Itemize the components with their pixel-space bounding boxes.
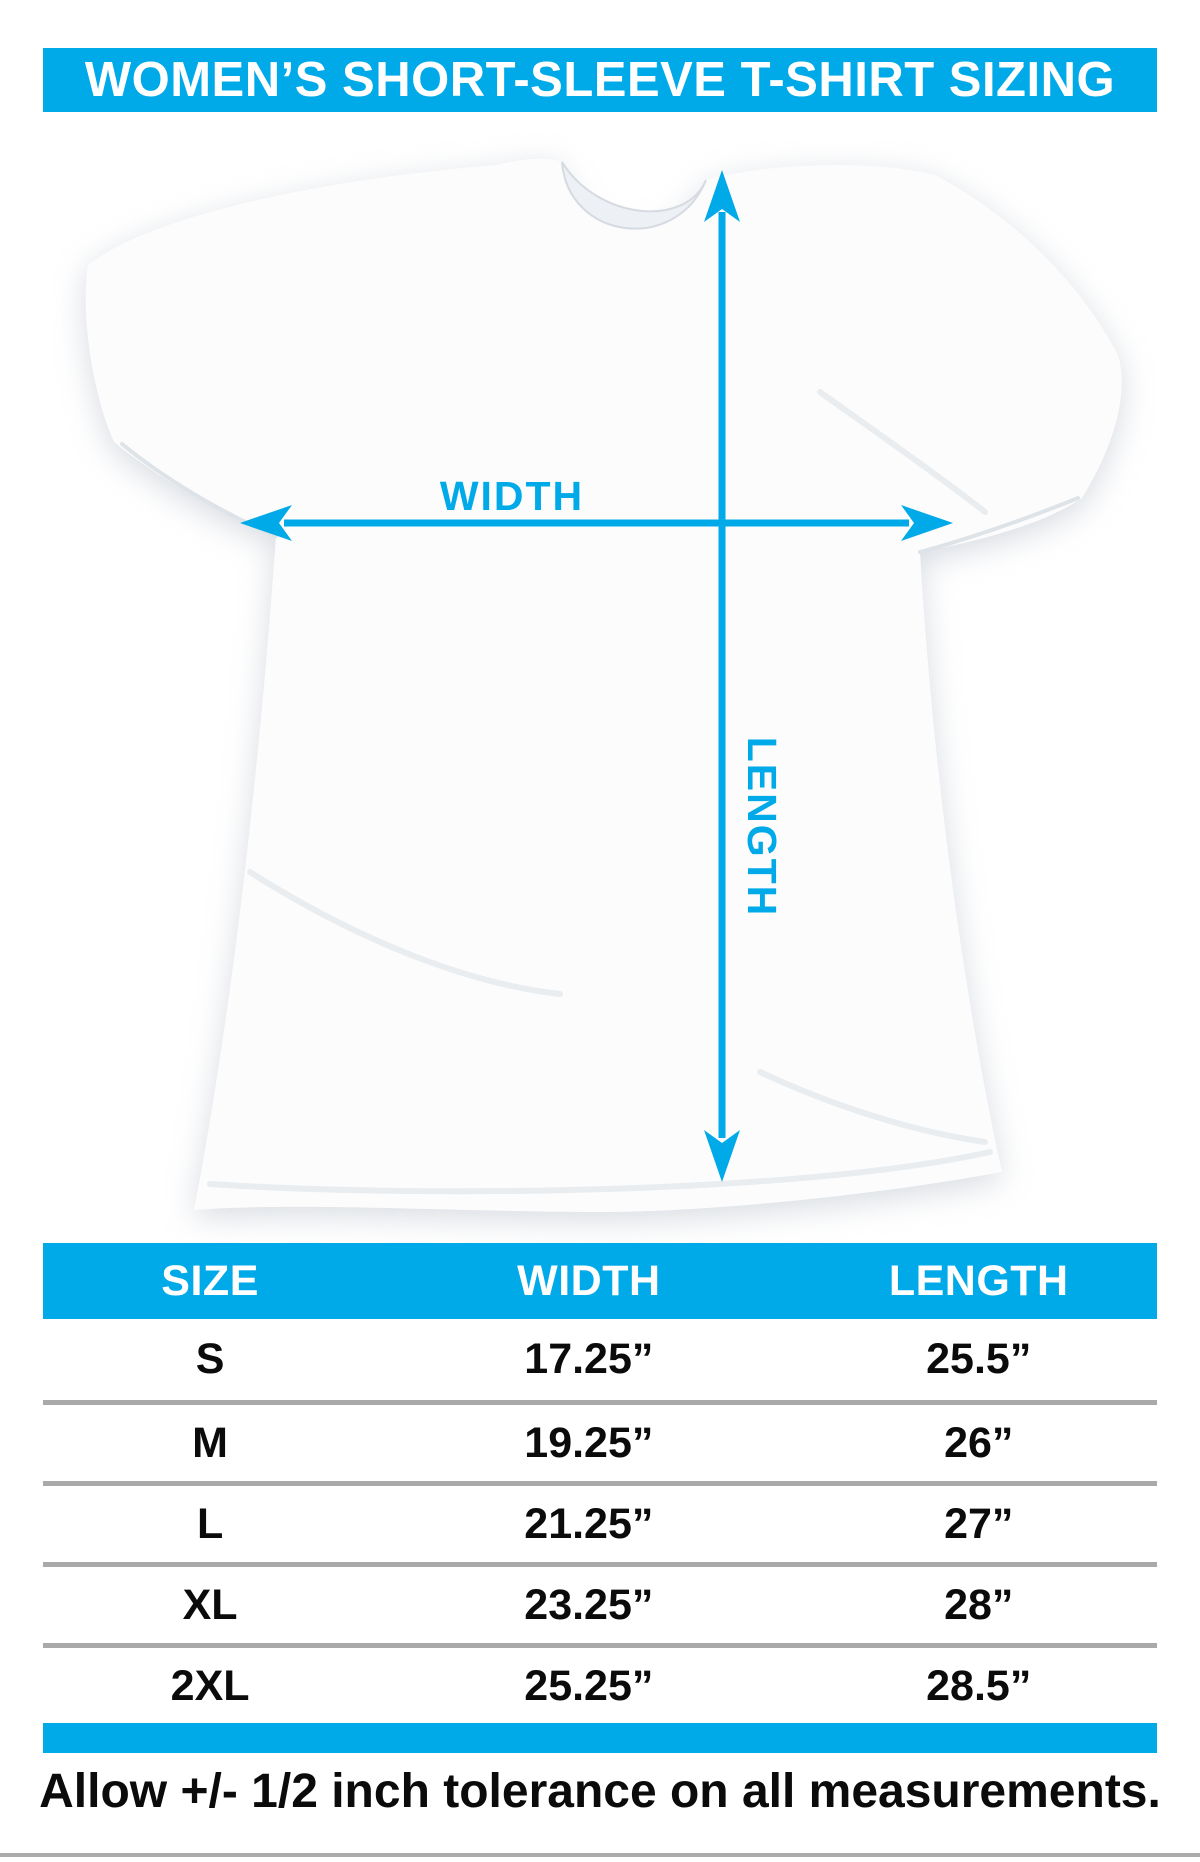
hem-line (207, 1149, 993, 1195)
width-value: 21.25” (524, 1499, 654, 1548)
size-table-header-row: SIZE WIDTH LENGTH (43, 1243, 1157, 1319)
width-value: 23.25” (524, 1580, 654, 1629)
wrinkle-line (757, 1069, 988, 1145)
table-row-m: M 19.25” 26” (43, 1400, 1157, 1481)
length-arrow-head-top (704, 170, 740, 222)
length-arrow-head-bottom (704, 1130, 740, 1182)
length-dimension-label: LENGTH (739, 737, 785, 918)
size-value: M (192, 1418, 228, 1467)
length-value: 25.5” (926, 1335, 1032, 1383)
width-value: 19.25” (524, 1418, 654, 1467)
length-value: 27” (944, 1499, 1014, 1548)
table-row-s: S 17.25” 25.5” (43, 1319, 1157, 1400)
size-value: 2XL (170, 1661, 250, 1710)
right-sleeve-seam (918, 496, 1080, 554)
table-row-xl: XL 23.25” 28” (43, 1562, 1157, 1643)
width-value: 25.25” (524, 1661, 654, 1710)
length-value: 26” (944, 1418, 1014, 1467)
width-arrow-head-right (901, 505, 953, 541)
tshirt-graphic (85, 158, 1122, 1212)
tolerance-note: Allow +/- 1/2 inch tolerance on all meas… (39, 1765, 1161, 1818)
tshirt-measurement-diagram: WIDTH LENGTH (0, 112, 1200, 1243)
wrinkle-line (817, 389, 988, 515)
width-value: 17.25” (524, 1335, 654, 1383)
header-width: WIDTH (517, 1256, 661, 1305)
title-banner: WOMEN’S SHORT-SLEEVE T-SHIRT SIZING (43, 48, 1157, 112)
table-row-l: L 21.25” 27” (43, 1481, 1157, 1562)
collar-graphic (561, 161, 707, 230)
header-length: LENGTH (888, 1256, 1069, 1305)
bottom-edge-line (0, 1853, 1200, 1857)
tshirt-diagram-svg: WIDTH LENGTH (85, 158, 1122, 1212)
width-dimension-label: WIDTH (440, 473, 584, 519)
size-value: L (196, 1499, 224, 1548)
width-arrow-head-left (240, 505, 292, 541)
size-value: XL (182, 1580, 238, 1629)
length-value: 28” (944, 1580, 1014, 1629)
table-row-2xl: 2XL 25.25” 28.5” (43, 1643, 1157, 1724)
header-size: SIZE (161, 1256, 259, 1305)
length-value: 28.5” (926, 1661, 1032, 1710)
size-value: S (195, 1335, 225, 1383)
size-table: SIZE WIDTH LENGTH S 17.25” 25.5” M 19.25… (43, 1243, 1157, 1724)
wrinkle-line (247, 869, 563, 997)
page-title: WOMEN’S SHORT-SLEEVE T-SHIRT SIZING (84, 53, 1116, 107)
bottom-accent-bar (43, 1723, 1157, 1753)
